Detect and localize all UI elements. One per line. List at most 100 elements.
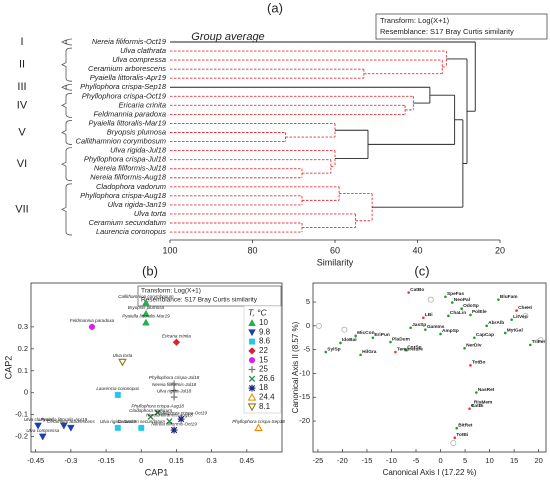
point — [447, 314, 450, 318]
legend-label: 15 — [259, 355, 268, 364]
point-label: CatBi — [471, 403, 484, 409]
x-axis-label: Canonical Axis I (17.22 %) — [383, 468, 477, 477]
point — [522, 312, 529, 319]
annotation: Transform: Log(X+1) — [380, 16, 450, 25]
x-tick-label: -0.45 — [27, 456, 44, 465]
panel-title: (c) — [414, 263, 429, 278]
x-tick-label: 20 — [495, 245, 505, 255]
group-bracket — [61, 38, 73, 46]
x-tick-label: 60 — [330, 245, 340, 255]
marker — [114, 391, 121, 398]
annotation-box — [375, 13, 548, 40]
legend-label: 8.6 — [259, 337, 271, 346]
x-tick-label: -20 — [337, 456, 348, 465]
point-label: HilGra — [362, 349, 377, 355]
marker — [142, 298, 150, 306]
point-label: Ulva torta — [113, 353, 133, 358]
leaf-label: Callithamnion corymbosum — [76, 137, 166, 146]
marker — [248, 357, 256, 364]
leaf-label: Ulva compressa — [112, 55, 166, 64]
point-label: BitRet — [458, 422, 473, 428]
legend-label: 9.8 — [259, 327, 271, 336]
marker — [170, 393, 178, 401]
point-label: Phyllophora crispa-Aug18 — [131, 404, 184, 409]
marker — [142, 309, 150, 317]
y-tick-label: 0 — [306, 321, 310, 330]
point-label: Pyaiella littoralis-Mar19 — [122, 314, 170, 319]
panel-title: (a) — [267, 0, 283, 15]
point-label: TriPer — [532, 339, 546, 345]
point-label: Callithamnion corymbosum — [118, 294, 174, 299]
x-tick-label: -5 — [413, 456, 420, 465]
point-label: Ericaria crinita — [162, 333, 192, 338]
group-label: I — [20, 36, 23, 48]
marker — [142, 318, 150, 326]
leaf-label: Ceramium secundatum — [88, 218, 166, 227]
point — [453, 436, 457, 440]
panel-title: (b) — [142, 263, 158, 278]
point-label: Ceramium secundatum — [118, 419, 166, 424]
point — [463, 346, 466, 350]
point-label: SpeFas — [447, 291, 464, 297]
point — [439, 332, 442, 336]
point-label: PlaDum — [392, 336, 410, 342]
y-tick-label: 5 — [306, 297, 310, 306]
point-label: Feldmannia paradoxa — [70, 318, 115, 323]
point — [404, 348, 408, 352]
y-axis-label: Canonical Axis II (8.57 %) — [291, 321, 300, 413]
point — [510, 318, 513, 321]
point — [468, 407, 471, 410]
point — [341, 326, 348, 333]
y-tick-label: -0.1 — [15, 410, 28, 419]
x-tick-label: -15 — [362, 456, 373, 465]
group-label: IV — [17, 99, 28, 111]
point — [359, 353, 362, 357]
point — [469, 313, 472, 317]
leaf-label: Ulva rigida-Jan19 — [108, 200, 167, 209]
leaf-label: Bryopsis plumosa — [107, 127, 166, 136]
y-tick-label: 0.2 — [18, 344, 28, 353]
marker — [247, 392, 257, 401]
x-tick-label: 0.45 — [240, 456, 255, 465]
leaf-label: Nereia filiformis-Aug18 — [90, 173, 167, 182]
group-bracket — [61, 92, 73, 118]
marker — [170, 426, 178, 434]
marker — [172, 338, 181, 347]
y-tick-label: -5 — [303, 345, 310, 354]
leaf-label: Feldmannia paradoxa — [93, 109, 166, 118]
marker — [248, 384, 256, 392]
point-label: Phyllophora crispa-Sep18 — [232, 419, 285, 424]
point — [409, 326, 412, 330]
point-label: RisMem — [474, 400, 492, 406]
point-label: CorSp — [407, 344, 421, 350]
marker — [34, 422, 42, 430]
point-label: NasRet — [478, 387, 495, 393]
point-label: SylSp — [327, 346, 340, 352]
point-label: CapCap — [476, 332, 494, 338]
marker — [248, 329, 256, 337]
point-label: Nereia filiformis-Aug18 — [146, 412, 193, 417]
point — [424, 328, 427, 331]
group-bracket — [61, 147, 73, 182]
point-label: TotBo — [472, 360, 486, 366]
point-label: Cladophora vadorum — [129, 408, 172, 413]
point-label: Tempreture — [397, 346, 423, 352]
legend-title: T, °C — [248, 307, 268, 317]
point-label: Nereia filiformis-Jul18 — [152, 382, 197, 387]
marker — [147, 413, 154, 421]
marker — [67, 424, 75, 432]
x-tick-label: -10 — [386, 456, 397, 465]
point — [471, 404, 474, 407]
point-label: MicCon — [357, 330, 374, 336]
point — [427, 296, 434, 303]
x-tick-label: 0.15 — [169, 456, 184, 465]
x-tick-label: 80 — [247, 245, 257, 255]
leaf-label: Ulva torta — [134, 209, 166, 218]
leaf-label: Phyllophora crispa-Jul18 — [84, 155, 167, 164]
point — [444, 295, 447, 299]
point — [394, 350, 397, 354]
point-label: Bryopsis plumosa — [128, 305, 165, 310]
y-tick-label: -20 — [299, 416, 310, 425]
marker — [254, 423, 263, 432]
point-label: Pyaiella littoralis-Apr19 — [40, 417, 87, 422]
